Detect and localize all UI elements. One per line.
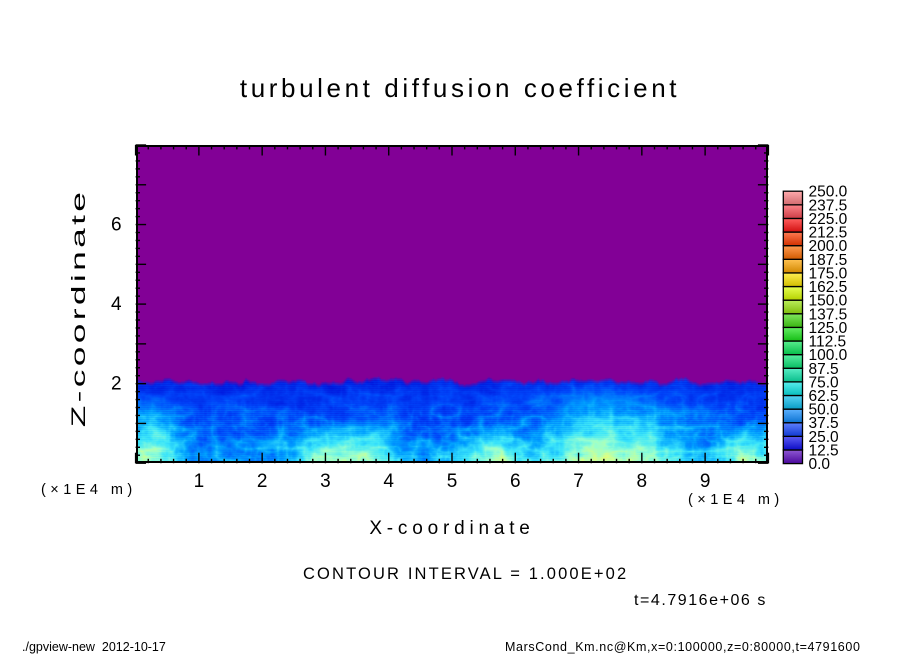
svg-text:8: 8 (637, 471, 648, 492)
svg-text:5: 5 (447, 471, 458, 492)
svg-text:175.0: 175.0 (809, 265, 848, 282)
svg-text:2: 2 (257, 471, 268, 492)
svg-text:2: 2 (111, 374, 122, 395)
svg-text:25.0: 25.0 (809, 429, 840, 446)
svg-text:187.5: 187.5 (809, 252, 848, 269)
svg-text:12.5: 12.5 (809, 442, 839, 459)
svg-text:4: 4 (383, 471, 394, 492)
svg-text:150.0: 150.0 (809, 293, 848, 310)
svg-text:162.5: 162.5 (809, 279, 848, 296)
svg-text:87.5: 87.5 (809, 361, 839, 378)
svg-text:9: 9 (700, 471, 711, 492)
svg-text:212.5: 212.5 (809, 225, 848, 242)
svg-text:225.0: 225.0 (809, 211, 848, 228)
svg-text:250.0: 250.0 (809, 184, 848, 201)
svg-text:50.0: 50.0 (809, 402, 840, 419)
svg-text:62.5: 62.5 (809, 388, 839, 405)
svg-text:6: 6 (111, 215, 122, 236)
svg-text:100.0: 100.0 (809, 347, 848, 364)
svg-text:112.5: 112.5 (809, 334, 847, 351)
svg-text:0.0: 0.0 (809, 456, 831, 473)
svg-text:37.5: 37.5 (809, 415, 839, 432)
svg-text:237.5: 237.5 (809, 197, 848, 214)
svg-text:3: 3 (320, 471, 331, 492)
svg-text:137.5: 137.5 (809, 306, 848, 323)
svg-text:75.0: 75.0 (809, 374, 840, 391)
svg-text:6: 6 (510, 471, 521, 492)
svg-text:7: 7 (573, 471, 584, 492)
svg-text:200.0: 200.0 (809, 238, 848, 255)
svg-text:125.0: 125.0 (809, 320, 848, 337)
svg-text:1: 1 (194, 471, 205, 492)
svg-text:4: 4 (111, 294, 122, 315)
